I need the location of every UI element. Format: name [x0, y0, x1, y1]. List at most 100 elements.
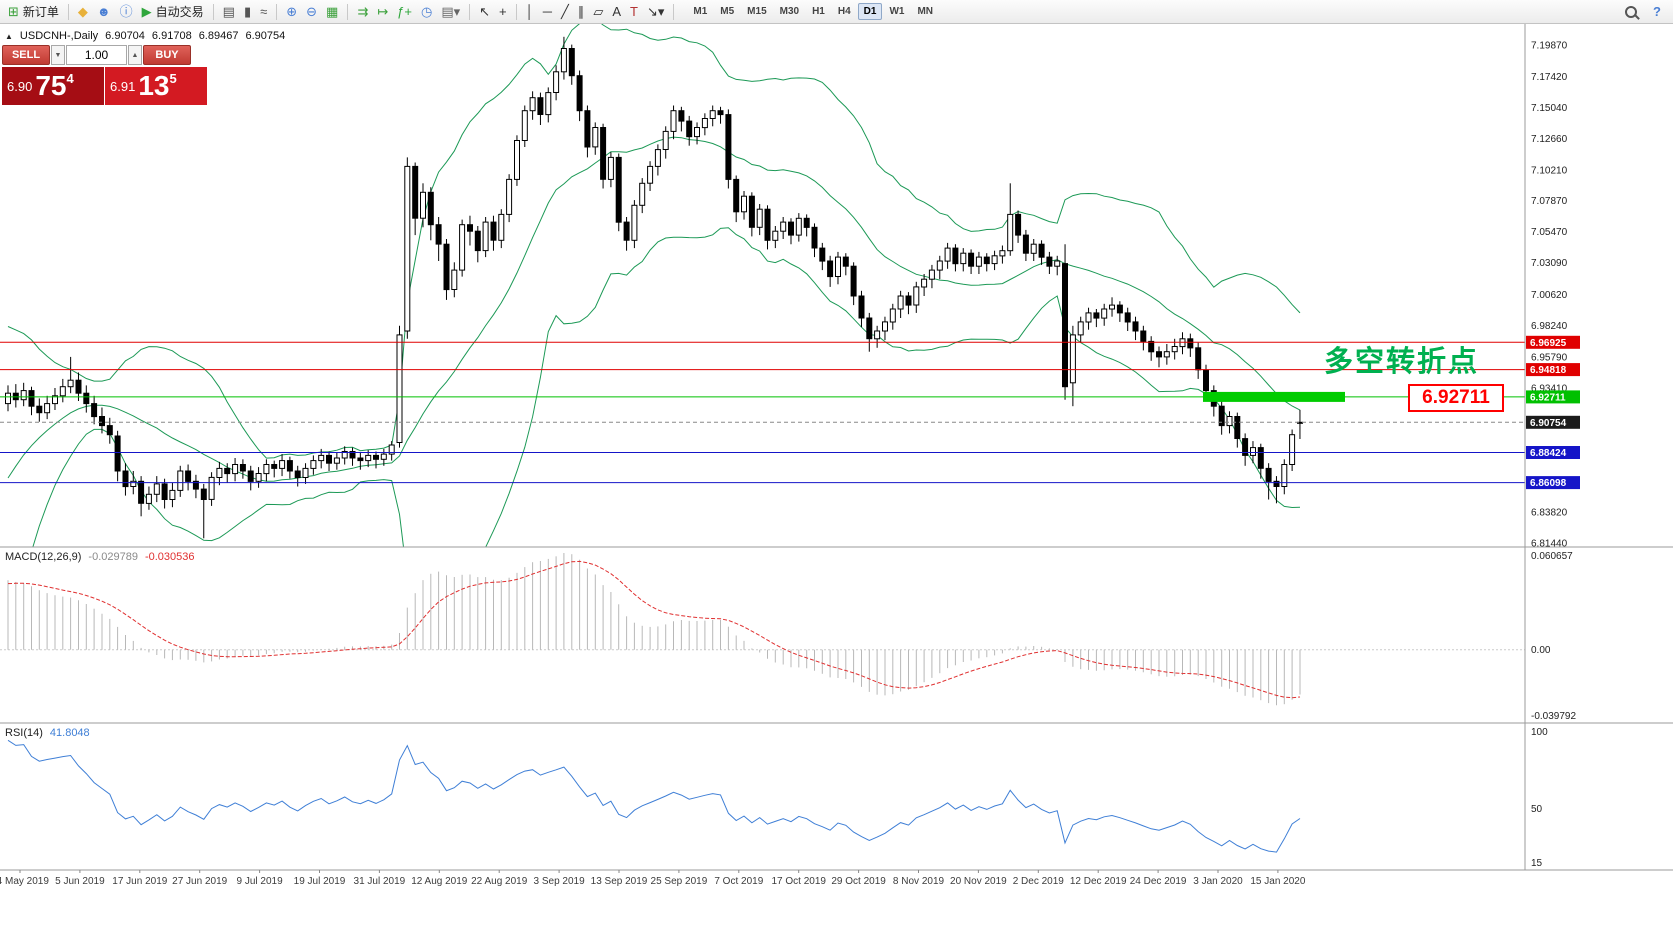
crosshair-button[interactable]: + [495, 2, 511, 22]
svg-text:20 Nov 2019: 20 Nov 2019 [950, 876, 1007, 887]
horizontal-line-button[interactable]: ─ [539, 2, 556, 22]
collapse-panel-icon[interactable]: ▲ [5, 31, 13, 41]
svg-text:12 Aug 2019: 12 Aug 2019 [411, 876, 468, 887]
svg-text:9 Jul 2019: 9 Jul 2019 [237, 876, 284, 887]
level-price-tag [1526, 476, 1580, 490]
candlestick-chart-button[interactable]: ▮ [240, 2, 255, 22]
svg-text:13 Sep 2019: 13 Sep 2019 [591, 876, 648, 887]
indicators-button[interactable]: ƒ+ [393, 2, 416, 22]
trendline-button[interactable]: ╱ [557, 2, 573, 22]
timeframe-w1[interactable]: W1 [889, 6, 905, 17]
zoom-out-button[interactable]: ⊖ [302, 2, 321, 22]
rsi-panel [7, 739, 1301, 853]
svg-text:7.00620: 7.00620 [1531, 290, 1568, 301]
timeframe-mn[interactable]: MN [917, 6, 934, 17]
svg-text:3 Sep 2019: 3 Sep 2019 [534, 876, 586, 887]
svg-text:7.10210: 7.10210 [1531, 166, 1568, 177]
price-chart[interactable]: 7.19870 7.17420 7.15040 7.12660 7.10210 7.078… [0, 24, 1673, 948]
buy-button[interactable]: BUY [143, 45, 191, 65]
line-chart-button[interactable]: ≈ [256, 2, 271, 22]
label-button[interactable]: T [626, 2, 642, 22]
level-price-tag [1526, 335, 1580, 349]
level-price-tag [1526, 446, 1580, 459]
sell-button[interactable]: SELL [2, 45, 50, 65]
timeframe-group: M1 M5 M15 M30 H1 H4 D1 W1 MN [687, 3, 939, 20]
svg-text:15: 15 [1531, 858, 1543, 869]
chart-settings-button[interactable]: ▤▾ [437, 2, 464, 22]
new-order-button[interactable]: ⊞ 新订单 [4, 2, 63, 22]
timeframe-m5[interactable]: M5 [720, 6, 735, 17]
svg-text:7.03090: 7.03090 [1531, 258, 1568, 269]
highlight-rectangle[interactable] [1203, 391, 1345, 402]
timeframe-d1[interactable]: D1 [857, 3, 883, 20]
svg-text:7.15040: 7.15040 [1531, 103, 1568, 114]
zoom-out-icon: ⊖ [306, 4, 318, 19]
chart-shift-button[interactable]: ↦ [373, 2, 392, 22]
timeframe-h1[interactable]: H1 [812, 6, 825, 17]
volume-increase-button[interactable]: ▲ [128, 45, 142, 65]
macd-panel [0, 553, 1525, 706]
tile-windows-button[interactable]: ▦ [322, 2, 342, 22]
chart-ohlc-header: ▲ USDCNH-,Daily 6.90704 6.91708 6.89467 … [5, 30, 285, 42]
toolbar-separator [212, 3, 214, 20]
volume-input[interactable] [66, 45, 127, 65]
zoom-in-button[interactable]: ⊕ [282, 2, 301, 22]
svg-text:17 Oct 2019: 17 Oct 2019 [771, 876, 826, 887]
price-callout-box[interactable]: 6.92711 [1408, 384, 1504, 412]
text-button[interactable]: A [608, 2, 625, 22]
timeframe-h4[interactable]: H4 [837, 6, 851, 17]
timeframe-m15[interactable]: M15 [747, 6, 767, 17]
toolbar-separator [276, 3, 278, 20]
auto-scroll-button[interactable]: ⇉ [353, 2, 372, 22]
macd-signal-line [7, 560, 1301, 699]
svg-text:6.98240: 6.98240 [1531, 321, 1568, 332]
buy-price-tile[interactable]: 6.91 13 5 [105, 67, 207, 105]
main-panel[interactable] [0, 24, 1525, 629]
horizontal-line-icon: ─ [542, 4, 552, 19]
line-chart-icon: ≈ [260, 4, 268, 19]
clock-button[interactable]: ◷ [417, 2, 436, 22]
profiles-button[interactable]: ☻ [93, 2, 115, 22]
svg-text:50: 50 [1531, 804, 1543, 815]
arrows-button[interactable]: ↘▾ [643, 2, 668, 22]
svg-text:24 May 2019: 24 May 2019 [0, 876, 49, 887]
svg-text:0.060657: 0.060657 [1531, 551, 1573, 562]
sell-price-point: 4 [66, 71, 74, 86]
new-chart-button[interactable]: ◆ [74, 2, 92, 22]
algo-trading-button-label: 自动交易 [155, 5, 204, 19]
price-axis: 7.19870 7.17420 7.15040 7.12660 7.10210 7.078… [1526, 41, 1580, 550]
rsi-line [7, 739, 1301, 853]
svg-text:19 Jul 2019: 19 Jul 2019 [294, 876, 346, 887]
cursor-button[interactable]: ↖ [475, 2, 494, 22]
svg-text:7 Oct 2019: 7 Oct 2019 [714, 876, 763, 887]
timeframe-m1[interactable]: M1 [693, 6, 708, 17]
community-button[interactable]: ⓘ [116, 2, 137, 22]
timeframe-m30[interactable]: M30 [779, 6, 800, 17]
shapes-button[interactable]: ▱ [589, 2, 607, 22]
level-price-tag [1526, 363, 1580, 377]
bar-chart-button[interactable]: ▤ [219, 2, 239, 22]
turning-point-annotation[interactable]: 多空转折点 [1324, 346, 1480, 378]
sell-price-tile[interactable]: 6.90 75 4 [2, 67, 104, 105]
volume-decrease-button[interactable]: ▼ [51, 45, 65, 65]
svg-text:-0.039792: -0.039792 [1531, 711, 1576, 722]
label-icon: T [629, 4, 638, 19]
svg-text:24 Dec 2019: 24 Dec 2019 [1130, 876, 1187, 887]
symbol-period-label: USDCNH-,Daily [19, 30, 99, 42]
sell-price-big-figure: 6.90 [7, 78, 33, 94]
algo-trading-button[interactable]: ▶ 自动交易 [138, 2, 208, 22]
vertical-line-button[interactable]: │ [522, 2, 538, 22]
clock-icon: ◷ [420, 4, 433, 19]
chart-window[interactable]: 7.19870 7.17420 7.15040 7.12660 7.10210 7.078… [0, 24, 1673, 948]
toolbar-separator [515, 3, 517, 20]
new-order-button-label: 新订单 [22, 5, 59, 19]
search-button[interactable] [1621, 2, 1641, 22]
buy-price-pips: 13 [138, 70, 170, 101]
channel-button[interactable]: ∥ [574, 2, 589, 22]
help-button[interactable]: ? [1649, 2, 1665, 22]
trendline-icon: ╱ [560, 4, 569, 19]
tile-windows-icon: ▦ [326, 4, 339, 19]
search-icon [1625, 5, 1638, 18]
svg-text:6.95790: 6.95790 [1531, 353, 1568, 364]
toolbar: ⊞ 新订单 ◆ ☻ ⓘ ▶ 自动交易 ▤ ▮ ≈ ⊕ ⊖ ▦ ⇉ ↦ ƒ+ ◷ ▤▾ ↖ + │ ─ ╱ ∥ ▱ A T ↘▾ M1 M5… [0, 0, 1673, 24]
